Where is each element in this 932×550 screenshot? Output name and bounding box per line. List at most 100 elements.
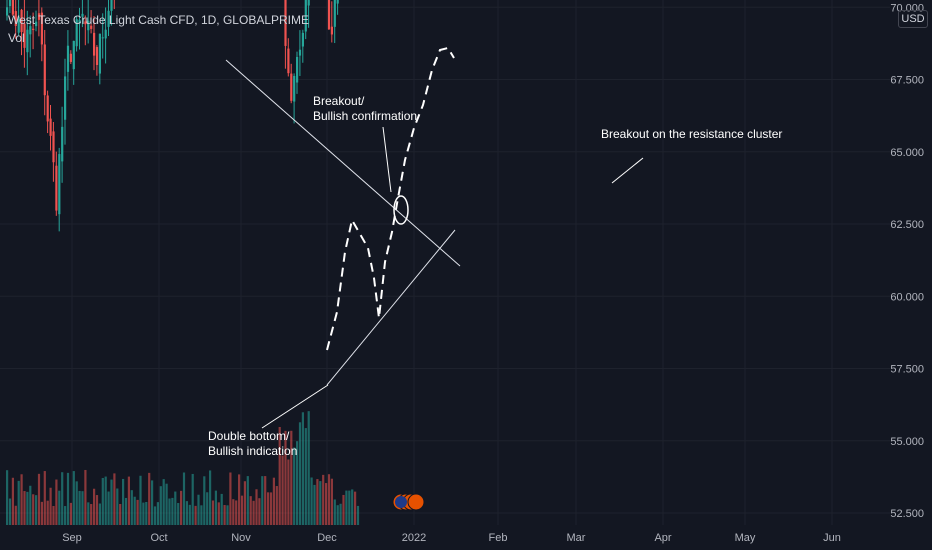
resistance-annotation-line: Breakout on the resistance cluster	[601, 127, 782, 141]
volume-bar	[185, 501, 188, 525]
candle-body	[104, 29, 107, 39]
x-tick-label: Jun	[823, 532, 841, 544]
breakout-annotation-line: Breakout/	[313, 94, 365, 108]
candle-body	[20, 9, 23, 33]
volume-bar	[240, 495, 244, 525]
event-icon[interactable]	[407, 493, 425, 511]
volume-bar	[133, 496, 136, 525]
candle-body	[26, 29, 29, 53]
x-tick-label: Sep	[62, 532, 82, 544]
volume-bar	[40, 501, 43, 525]
volume-bar	[298, 422, 302, 525]
volume-bar	[319, 481, 322, 525]
candle-body	[49, 118, 52, 136]
volume-bar	[139, 475, 142, 525]
volume-bar	[75, 481, 78, 525]
volume-bar	[81, 491, 84, 525]
volume-bar	[87, 502, 90, 525]
candle-body	[296, 56, 299, 83]
currency-button[interactable]: USD	[898, 10, 928, 28]
volume-bar	[356, 505, 360, 525]
candle-body	[11, 0, 14, 15]
x-tick-label: Mar	[567, 532, 586, 544]
candle-body	[101, 37, 104, 39]
volume-bar	[43, 471, 46, 525]
volume-bar	[29, 485, 32, 525]
time-axis	[0, 525, 932, 550]
candle-body	[301, 32, 304, 47]
candle-body	[330, 26, 333, 35]
candle-body	[69, 53, 72, 62]
volume-bar	[267, 492, 270, 525]
volume-bar	[148, 472, 151, 525]
volume-bar	[37, 473, 41, 525]
volume-bar	[116, 488, 119, 525]
volume-bar	[17, 480, 20, 525]
volume-bar	[101, 477, 104, 525]
volume-bar	[209, 470, 212, 525]
volume-bar	[14, 505, 17, 525]
volume-bar	[322, 474, 325, 525]
volume-bar	[93, 488, 96, 525]
volume-bar	[200, 505, 203, 525]
candle-body	[66, 45, 70, 72]
candle-body	[14, 11, 17, 26]
volume-bar	[66, 472, 70, 525]
volume-bar	[104, 476, 107, 525]
volume-bar	[255, 489, 258, 525]
volume-bar	[206, 492, 209, 525]
volume-bar	[290, 430, 293, 525]
volume-bar	[304, 428, 307, 525]
candle-body	[81, 13, 84, 17]
volume-bar	[136, 499, 139, 525]
volume-bar	[310, 477, 313, 525]
x-tick-label: Nov	[231, 532, 251, 544]
candle-body	[84, 21, 87, 25]
volume-bar	[32, 494, 35, 525]
candle-body	[78, 19, 81, 24]
volume-bar	[90, 504, 93, 525]
candle-body	[110, 0, 113, 11]
x-tick-label: Dec	[317, 532, 337, 544]
candle-body	[6, 7, 9, 16]
candle-body	[32, 28, 35, 31]
candle-body	[29, 26, 32, 35]
volume-bar	[194, 505, 197, 525]
volume-bar	[243, 481, 246, 525]
volume-bar	[130, 490, 133, 525]
volume-bar	[107, 491, 110, 525]
price-axis	[890, 0, 932, 550]
volume-bar	[333, 499, 336, 525]
y-tick-label: 57.500	[890, 364, 924, 376]
volume-bar	[165, 483, 168, 525]
candle-body	[40, 12, 43, 45]
ascending-trendline	[326, 229, 456, 386]
volume-bar	[20, 474, 23, 525]
volume-bar	[339, 503, 342, 525]
volume-bar	[223, 505, 226, 525]
breakout-arrow	[382, 126, 392, 193]
x-tick-label: Apr	[654, 532, 671, 544]
volume-bar	[220, 493, 223, 525]
volume-bar	[177, 503, 180, 525]
y-tick-label: 55.000	[890, 436, 924, 448]
candle-body	[35, 21, 38, 27]
volume-bar	[258, 498, 261, 525]
candle-body	[287, 48, 290, 74]
candle-body	[72, 40, 75, 70]
candle-body	[293, 75, 296, 102]
volume-bar	[281, 455, 284, 525]
x-tick-label: 2022	[402, 532, 426, 544]
volume-bar	[8, 498, 12, 525]
volume-bar	[127, 476, 130, 525]
breakout-marker	[393, 195, 409, 225]
volume-bar	[261, 476, 264, 525]
volume-bar	[327, 474, 331, 525]
double-bottom-arrow	[261, 384, 329, 429]
volume-bar	[49, 487, 52, 525]
volume-bar	[98, 503, 101, 525]
volume-bar	[46, 500, 49, 525]
volume-bar	[110, 479, 113, 525]
volume-bar	[180, 490, 183, 525]
